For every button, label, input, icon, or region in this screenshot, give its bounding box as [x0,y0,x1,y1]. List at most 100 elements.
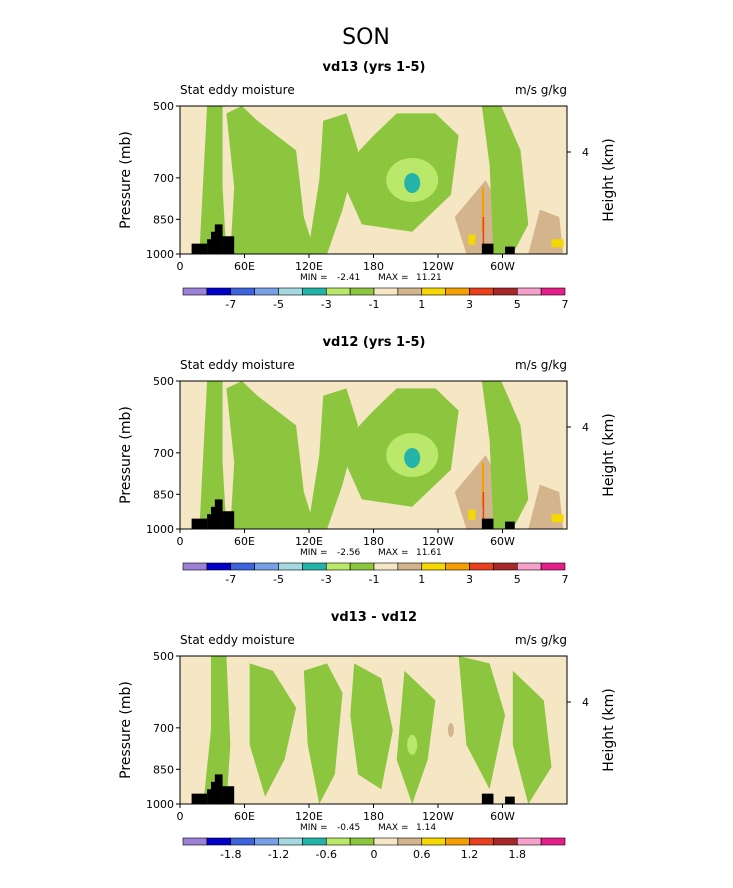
colorbar-swatch [278,837,303,846]
chart-panel: vd13 - vd12 Stat eddy moisture m/s g/kg 500… [118,610,617,861]
topography-mask [222,236,235,254]
colorbar-swatch [182,562,208,571]
x-tick-label: 180 [363,535,384,548]
green-band [199,106,227,254]
colorbar-swatch [421,837,446,846]
colorbar-swatch [206,287,232,296]
colorbar-swatch [182,287,208,296]
colorbar-swatch [469,837,494,846]
topography-mask [207,514,215,529]
topography-mask [481,793,494,804]
colorbar-label: -1 [369,573,380,586]
x-tick-label: 60E [234,810,255,823]
y-right-tick-label: 4 [582,696,589,709]
x-tick-label: 120E [295,810,323,823]
panel-units: m/s g/kg [515,358,567,372]
colorbar-label: -1.8 [220,848,241,861]
y-axis-label: Pressure (mb) [118,681,134,779]
tan-patch [447,723,454,737]
y-right-axis-label: Height (km) [601,413,617,496]
y-axis-label: Pressure (mb) [118,131,134,229]
yellow-patch [551,514,564,523]
y-tick-label: 1000 [146,523,174,536]
colorbar-label: -5 [273,298,284,311]
topography-mask [505,521,515,529]
x-tick-label: 60W [490,535,515,548]
x-tick-label: 60W [490,260,515,273]
max-value: 11.61 [416,548,442,558]
green-band [307,113,359,255]
panel-subtitle-left: Stat eddy moisture [180,358,295,372]
topography-mask [191,518,208,529]
colorbar-label: 1.8 [509,848,527,861]
colorbar-label: 0 [371,848,378,861]
min-label: MIN = [300,273,328,283]
colorbar-swatch [373,837,399,846]
colorbar-swatch [445,837,470,846]
x-tick-label: 180 [363,810,384,823]
tan-patch [454,455,502,529]
chart-panel: vd12 (yrs 1-5) Stat eddy moisture m/s g/kg… [118,335,617,586]
y-right-axis-label: Height (km) [601,688,617,771]
colorbar-label: 1 [418,573,425,586]
colorbar-label: -7 [225,298,236,311]
colorbar-swatch [516,837,542,846]
topography-mask [191,243,208,254]
min-value: -2.41 [337,273,360,283]
y-right-tick-label: 4 [582,146,589,159]
colorbar-label: -7 [225,573,236,586]
x-tick-label: 60E [234,535,255,548]
colorbar-swatch [445,562,470,571]
panel-units: m/s g/kg [515,83,567,97]
x-tick-label: 60E [234,260,255,273]
green-band [303,663,343,804]
colorbar-label: 3 [466,298,473,311]
panel-title: vd12 (yrs 1-5) [323,335,426,350]
colorbar-label: -3 [321,298,332,311]
colorbar-label: 7 [562,298,569,311]
colorbar-swatch [469,287,494,296]
x-tick-label: 60W [490,810,515,823]
colorbar-swatch [349,287,375,296]
panel-title: vd13 (yrs 1-5) [323,60,426,75]
colorbar-swatch [325,837,351,846]
colorbar-swatch [325,562,351,571]
y-tick-label: 500 [153,100,174,113]
max-label: MAX = [378,548,409,558]
colorbar-swatch [349,562,375,571]
colorbar-label: 7 [562,573,569,586]
min-label: MIN = [300,548,328,558]
colorbar-label: 1 [418,298,425,311]
min-value: -0.45 [337,823,360,833]
chart-panel: vd13 (yrs 1-5) Stat eddy moisture m/s g/kg… [118,60,617,311]
yellow-patch [468,234,476,245]
colorbar-label: -3 [321,573,332,586]
y-tick-label: 1000 [146,248,174,261]
x-tick-label: 180 [363,260,384,273]
colorbar-swatch [421,287,446,296]
colorbar-swatch [302,837,327,846]
y-right-tick-label: 4 [582,421,589,434]
y-tick-label: 500 [153,650,174,663]
panel-title: vd13 - vd12 [331,610,417,625]
min-value: -2.56 [337,548,361,558]
colorbar-label: 5 [514,298,521,311]
red-streak [482,492,485,522]
y-tick-label: 850 [153,213,174,226]
colorbar-swatch [349,837,375,846]
y-right-axis-label: Height (km) [601,138,617,221]
max-value: 1.14 [416,823,436,833]
colorbar-swatch [230,562,255,571]
figure-title: SON [342,25,390,50]
colorbar-label: 5 [514,573,521,586]
y-tick-label: 1000 [146,798,174,811]
green-band [512,670,552,804]
colorbar-label: -1.2 [268,848,289,861]
colorbar-swatch [516,562,542,571]
panel-units: m/s g/kg [515,633,567,647]
topography-mask [214,224,223,254]
x-tick-label: 120W [422,810,454,823]
colorbar-swatch [373,287,399,296]
topography-mask [214,499,223,529]
colorbar-swatch [302,287,327,296]
